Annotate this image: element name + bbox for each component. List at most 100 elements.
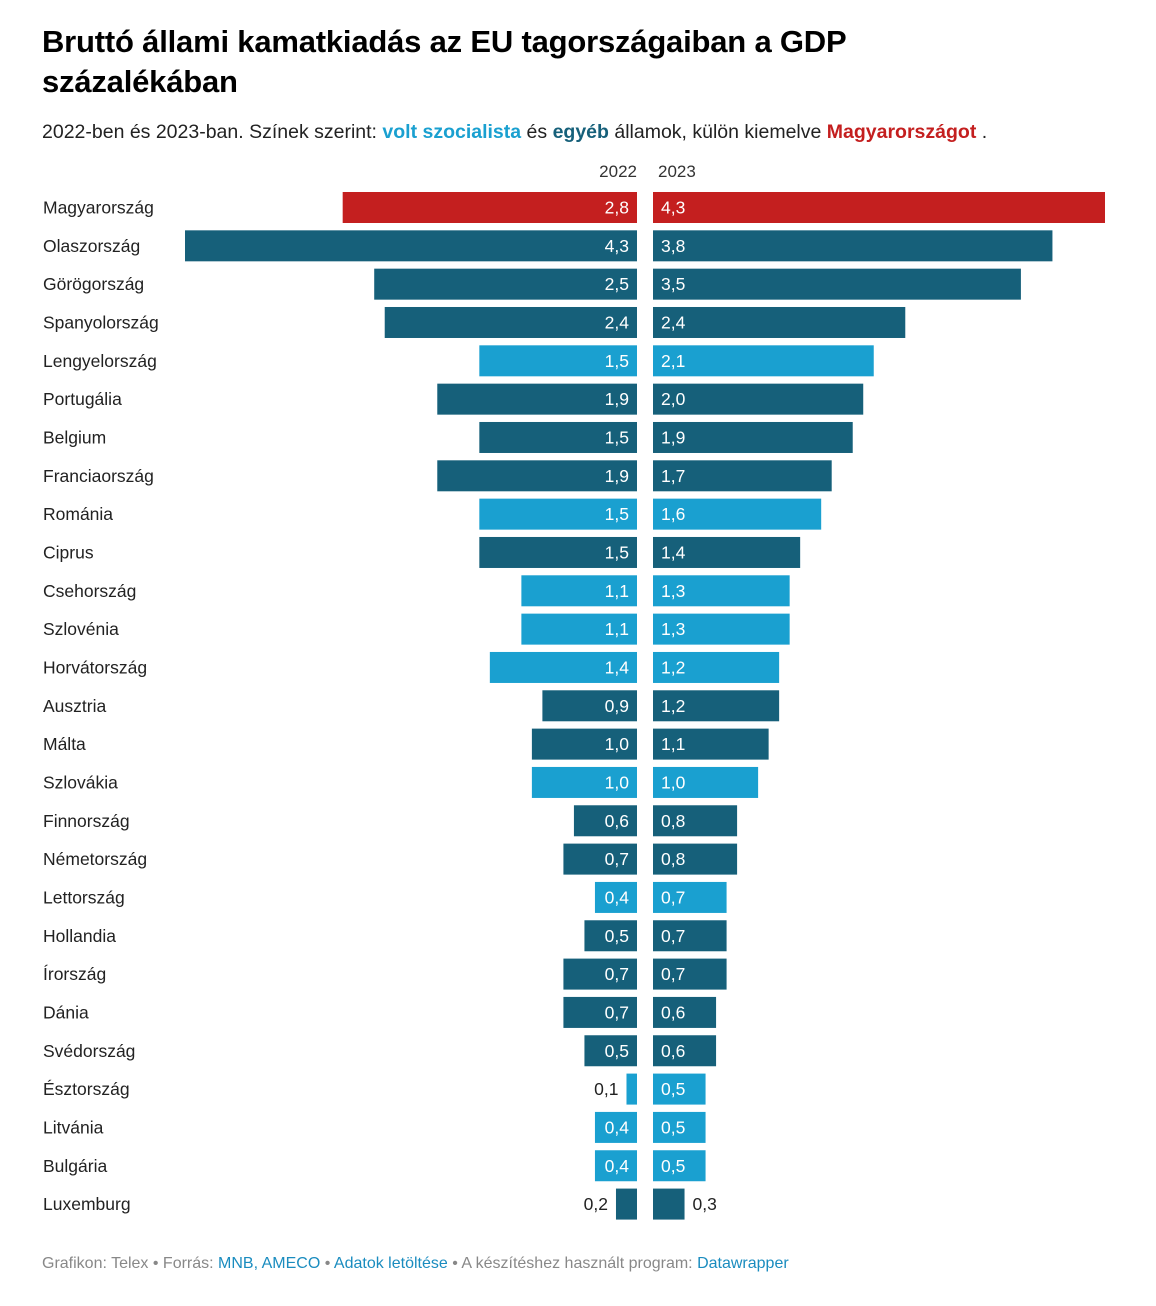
country-label: Lengyelország xyxy=(43,351,157,371)
value-label-2022: 1,0 xyxy=(605,772,630,792)
value-label-2023: 1,6 xyxy=(661,504,685,524)
bar-2022 xyxy=(479,536,637,568)
bar-2023 xyxy=(653,1073,706,1105)
value-label-2023: 4,3 xyxy=(661,198,685,218)
bar-2023 xyxy=(653,651,780,683)
bar-2023 xyxy=(653,192,1105,223)
value-label-2023: 1,0 xyxy=(661,772,686,792)
value-label-2023: 1,2 xyxy=(661,657,685,677)
bar-2022 xyxy=(531,766,637,798)
bar-2023 xyxy=(653,345,874,377)
subtitle-text-3: államok, külön kiemelve xyxy=(614,121,822,143)
subtitle-highlight-hungary: Magyarországot xyxy=(826,121,977,143)
bar-2023 xyxy=(653,421,853,453)
column-header-2023: 2023 xyxy=(658,162,696,181)
value-label-2022: 0,9 xyxy=(605,696,629,716)
value-label-2023: 0,5 xyxy=(661,1156,685,1176)
bar-2022 xyxy=(479,421,637,453)
bar-2022 xyxy=(584,920,637,952)
bar-2023 xyxy=(653,728,769,760)
value-label-2023: 2,0 xyxy=(661,389,686,409)
bar-2022 xyxy=(573,805,637,837)
country-label: Horvátország xyxy=(43,657,147,677)
datawrapper-link[interactable]: Datawrapper xyxy=(697,1255,789,1272)
footer-separator: • xyxy=(324,1255,331,1272)
country-label: Litvánia xyxy=(43,1117,104,1137)
country-label: Bulgária xyxy=(43,1156,107,1176)
bar-2022 xyxy=(479,345,637,377)
value-label-2022: 1,5 xyxy=(605,504,629,524)
value-label-2023: 1,4 xyxy=(661,542,686,562)
value-label-2022: 2,4 xyxy=(605,312,630,332)
country-label: Szlovénia xyxy=(43,619,119,639)
bar-2022 xyxy=(615,1188,637,1220)
bar-2023 xyxy=(653,498,822,530)
country-label: Spanyolország xyxy=(43,312,159,332)
bar-2023 xyxy=(653,958,727,990)
value-label-2023: 3,5 xyxy=(661,274,685,294)
subtitle-text-1: 2022-ben és 2023-ban. Színek szerint: xyxy=(42,121,377,143)
bar-2022 xyxy=(594,1111,637,1143)
bar-2023 xyxy=(653,1111,706,1143)
bar-2022 xyxy=(563,958,637,990)
download-data-link[interactable]: Adatok letöltése xyxy=(333,1255,448,1272)
bar-2023 xyxy=(653,613,790,645)
value-label-2022: 4,3 xyxy=(605,236,629,256)
bar-2023 xyxy=(653,996,717,1028)
footer-tool-text: • A készítéshez használt program: xyxy=(452,1255,693,1272)
country-label: Finnország xyxy=(43,811,130,831)
country-label: Írország xyxy=(43,964,106,984)
value-label-2023: 0,8 xyxy=(661,811,685,831)
subtitle-text-2: és xyxy=(526,121,548,143)
value-label-2022: 0,7 xyxy=(605,964,629,984)
value-label-2023: 0,6 xyxy=(661,1041,685,1061)
country-label: Németország xyxy=(43,849,147,869)
value-label-2022: 1,4 xyxy=(605,657,630,677)
country-label: Ausztria xyxy=(43,696,106,716)
value-label-2022: 0,7 xyxy=(605,1002,629,1022)
bar-2022 xyxy=(531,728,637,760)
value-label-2022: 1,9 xyxy=(605,466,629,486)
value-label-2023: 0,5 xyxy=(661,1117,685,1137)
value-label-2022: 1,9 xyxy=(605,389,629,409)
value-label-2023: 0,7 xyxy=(661,926,685,946)
bar-2023 xyxy=(653,843,738,875)
country-label: Belgium xyxy=(43,427,106,447)
value-label-2022: 1,5 xyxy=(605,427,629,447)
bar-2022 xyxy=(542,690,637,722)
bar-2023 xyxy=(653,230,1053,262)
value-label-2023: 1,1 xyxy=(661,734,685,754)
country-label: Csehország xyxy=(43,581,136,601)
value-label-2023: 1,9 xyxy=(661,427,685,447)
country-label: Dánia xyxy=(43,1002,89,1022)
value-label-2022: 0,4 xyxy=(605,1117,630,1137)
country-label: Ciprus xyxy=(43,542,94,562)
value-label-2023: 1,2 xyxy=(661,696,685,716)
country-label: Szlovákia xyxy=(43,772,118,792)
bar-2023 xyxy=(653,306,906,338)
bar-2022 xyxy=(521,575,637,607)
source-link[interactable]: MNB, AMECO xyxy=(218,1255,321,1272)
bar-2023 xyxy=(653,1035,717,1067)
bar-2022 xyxy=(374,268,637,300)
bar-2022 xyxy=(437,383,637,415)
chart-title: Bruttó állami kamatkiadás az EU tagorszá… xyxy=(42,24,846,99)
bar-2022 xyxy=(521,613,637,645)
value-label-2022: 0,4 xyxy=(605,887,630,907)
bar-2023 xyxy=(653,920,727,952)
value-label-2023: 0,6 xyxy=(661,1002,685,1022)
bar-2022 xyxy=(594,1150,637,1182)
value-label-2022: 1,5 xyxy=(605,542,629,562)
chart-subtitle: 2022-ben és 2023-ban. Színek szerint: vo… xyxy=(42,119,1142,145)
bar-2022 xyxy=(563,843,637,875)
country-label: Franciaország xyxy=(43,466,154,486)
value-label-2022: 0,7 xyxy=(605,849,629,869)
bar-2022 xyxy=(626,1073,637,1105)
country-label: Magyarország xyxy=(43,198,154,218)
value-label-2023: 0,7 xyxy=(661,964,685,984)
bar-2022 xyxy=(437,460,637,492)
bar-2022 xyxy=(584,1035,637,1067)
value-label-2022: 0,5 xyxy=(605,926,629,946)
value-label-2022: 2,5 xyxy=(605,274,629,294)
